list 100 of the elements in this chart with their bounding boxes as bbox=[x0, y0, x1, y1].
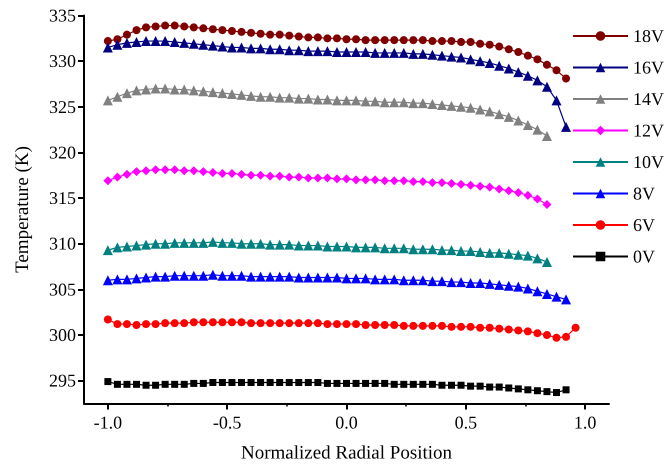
point bbox=[484, 278, 495, 289]
point bbox=[322, 241, 332, 252]
point bbox=[390, 380, 398, 388]
point bbox=[284, 92, 294, 103]
point bbox=[198, 40, 208, 50]
point bbox=[218, 379, 226, 386]
y-tick-label: 320 bbox=[49, 142, 76, 162]
point bbox=[380, 320, 389, 329]
point bbox=[294, 240, 304, 251]
point bbox=[475, 278, 486, 288]
point bbox=[342, 47, 352, 58]
point bbox=[436, 50, 447, 61]
point bbox=[122, 30, 131, 39]
point bbox=[102, 245, 113, 256]
point bbox=[141, 240, 152, 250]
point bbox=[466, 102, 476, 113]
point bbox=[427, 99, 438, 110]
point bbox=[180, 380, 188, 388]
point bbox=[170, 270, 180, 281]
point bbox=[522, 70, 533, 81]
point bbox=[370, 96, 380, 106]
point bbox=[150, 272, 161, 282]
point bbox=[274, 44, 285, 54]
point bbox=[447, 178, 456, 188]
point bbox=[256, 170, 266, 180]
point bbox=[457, 322, 466, 331]
point bbox=[266, 319, 274, 328]
point bbox=[104, 378, 112, 386]
point bbox=[227, 168, 236, 178]
point bbox=[322, 174, 332, 183]
point bbox=[466, 38, 475, 46]
point bbox=[198, 238, 208, 248]
point bbox=[494, 109, 504, 120]
point bbox=[522, 120, 533, 130]
point bbox=[390, 36, 398, 44]
point bbox=[456, 246, 466, 256]
point bbox=[448, 382, 455, 389]
point bbox=[504, 326, 513, 334]
point bbox=[274, 272, 285, 282]
point bbox=[542, 256, 552, 267]
point bbox=[418, 36, 427, 44]
point bbox=[132, 320, 140, 329]
point bbox=[360, 273, 371, 284]
y-tick-label: 315 bbox=[49, 188, 76, 208]
point bbox=[389, 243, 400, 254]
point bbox=[572, 324, 580, 332]
point bbox=[323, 34, 332, 42]
point bbox=[294, 172, 304, 182]
point bbox=[142, 382, 150, 389]
legend-label: 18V bbox=[633, 26, 664, 46]
point bbox=[162, 380, 169, 388]
point bbox=[114, 380, 121, 388]
point bbox=[342, 241, 352, 252]
point bbox=[504, 248, 514, 259]
point bbox=[303, 94, 314, 104]
point bbox=[284, 240, 294, 250]
point bbox=[351, 273, 362, 284]
point bbox=[476, 324, 484, 332]
point bbox=[494, 280, 504, 290]
point bbox=[428, 322, 436, 330]
point bbox=[285, 32, 294, 40]
point bbox=[150, 238, 161, 249]
point bbox=[370, 175, 380, 184]
point bbox=[179, 38, 190, 48]
point bbox=[513, 115, 524, 126]
point bbox=[198, 167, 208, 176]
point bbox=[304, 319, 312, 328]
point bbox=[284, 172, 294, 182]
point bbox=[351, 47, 362, 58]
point bbox=[304, 379, 312, 386]
point bbox=[122, 241, 132, 252]
point bbox=[360, 242, 371, 252]
point bbox=[256, 92, 266, 102]
point bbox=[408, 98, 418, 108]
point bbox=[238, 318, 246, 326]
point bbox=[122, 88, 132, 98]
point bbox=[303, 272, 314, 283]
point bbox=[352, 380, 360, 387]
point bbox=[284, 272, 294, 282]
point bbox=[246, 170, 256, 180]
point bbox=[552, 66, 560, 74]
point bbox=[104, 316, 112, 324]
point bbox=[200, 380, 207, 387]
point bbox=[170, 22, 179, 30]
point bbox=[286, 379, 293, 386]
point bbox=[141, 36, 152, 46]
point bbox=[524, 52, 532, 60]
x-tick-label: -1.0 bbox=[94, 412, 122, 432]
point bbox=[238, 28, 246, 36]
point bbox=[208, 25, 217, 34]
point bbox=[380, 48, 390, 58]
point bbox=[256, 30, 265, 38]
point bbox=[247, 319, 256, 328]
point bbox=[476, 382, 484, 390]
point bbox=[448, 322, 456, 331]
point bbox=[132, 36, 142, 47]
point bbox=[276, 30, 284, 39]
point bbox=[238, 379, 245, 386]
point bbox=[389, 97, 400, 108]
point bbox=[400, 380, 408, 388]
